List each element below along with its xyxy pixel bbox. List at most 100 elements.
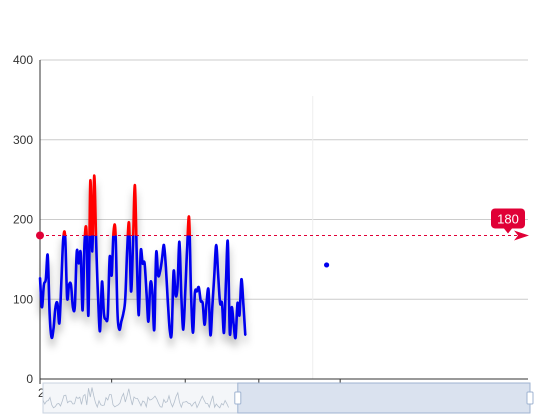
threshold-label-badge	[491, 208, 525, 229]
data-point	[64, 236, 67, 238]
data-point	[50, 336, 53, 339]
data-point	[114, 232, 117, 235]
series-layer	[38, 174, 330, 340]
data-point	[116, 311, 119, 314]
data-point	[219, 302, 222, 305]
data-zoom-slider[interactable]	[42, 382, 534, 414]
data-point	[226, 240, 229, 243]
data-point	[81, 309, 84, 312]
data-point	[62, 238, 65, 241]
data-point	[182, 328, 185, 331]
data-point	[104, 318, 107, 321]
data-point	[244, 334, 247, 336]
threshold-label-pointer	[504, 228, 512, 234]
threshold-arrow-icon	[514, 230, 529, 241]
data-point	[108, 256, 111, 258]
data-point	[89, 180, 92, 183]
data-point	[186, 246, 189, 249]
data-point	[112, 230, 115, 233]
data-point	[170, 331, 173, 334]
data-point	[128, 222, 131, 225]
data-point	[83, 242, 86, 245]
data-point	[58, 322, 61, 325]
data-point	[46, 254, 49, 257]
data-point	[232, 323, 235, 326]
zoom-overview-line	[42, 387, 229, 409]
data-point	[43, 284, 45, 286]
data-point	[60, 282, 63, 285]
data-point	[168, 328, 171, 331]
data-point	[217, 274, 220, 277]
data-point	[97, 296, 99, 299]
series-line-group	[38, 174, 247, 340]
data-point	[194, 292, 196, 294]
data-point	[126, 250, 128, 253]
data-point	[120, 320, 123, 323]
data-point	[199, 299, 202, 302]
data-point	[134, 184, 136, 187]
data-point	[172, 270, 175, 273]
data-point	[106, 314, 109, 317]
data-point	[163, 244, 165, 246]
data-point	[166, 300, 169, 303]
data-point	[93, 174, 96, 177]
data-point	[39, 276, 41, 279]
data-point	[141, 262, 144, 265]
data-point	[178, 240, 181, 243]
data-point	[137, 314, 140, 317]
data-point	[174, 294, 177, 297]
threshold-label: 180	[497, 211, 519, 226]
data-point	[147, 320, 150, 323]
data-point	[87, 314, 90, 317]
data-point	[151, 290, 154, 293]
data-point	[240, 278, 243, 281]
data-point	[135, 256, 138, 259]
data-point	[230, 306, 233, 309]
data-point	[201, 302, 204, 305]
data-point	[95, 242, 98, 245]
data-point	[130, 290, 132, 293]
data-point	[48, 314, 51, 317]
data-point	[161, 258, 163, 261]
threshold-start-dot	[36, 231, 44, 240]
data-point	[205, 302, 208, 305]
data-point	[41, 306, 43, 309]
data-point	[188, 217, 191, 219]
data-point	[54, 306, 57, 309]
data-point	[223, 331, 225, 334]
series-line-below-threshold	[38, 235, 247, 340]
data-point	[122, 312, 125, 315]
data-point	[225, 282, 227, 285]
data-point	[52, 327, 55, 329]
data-point	[145, 292, 148, 294]
data-point	[85, 230, 88, 233]
data-point	[209, 334, 212, 336]
zoom-handle-left[interactable]	[234, 391, 242, 405]
data-point	[211, 306, 214, 309]
data-point	[190, 292, 192, 294]
y-tick-label: 300	[13, 133, 33, 147]
data-point	[132, 244, 134, 246]
data-point	[74, 304, 76, 307]
data-point	[68, 284, 70, 286]
data-point	[79, 252, 82, 254]
data-point	[72, 306, 74, 309]
zoom-handle-right[interactable]	[526, 391, 534, 405]
data-point	[155, 252, 158, 254]
zoom-selected-range[interactable]	[237, 382, 531, 414]
data-point	[165, 266, 167, 269]
data-point	[75, 250, 78, 253]
threshold-markline: 180	[36, 208, 529, 241]
y-tick-label: 400	[13, 53, 33, 67]
data-point	[149, 282, 152, 285]
data-point	[242, 302, 245, 305]
zoom-shade-edge	[312, 96, 314, 379]
data-point	[77, 262, 80, 265]
data-point	[124, 298, 127, 301]
data-point	[91, 250, 94, 253]
data-point	[143, 262, 146, 265]
data-point	[56, 302, 59, 305]
data-point	[192, 331, 194, 334]
data-point	[101, 280, 103, 283]
